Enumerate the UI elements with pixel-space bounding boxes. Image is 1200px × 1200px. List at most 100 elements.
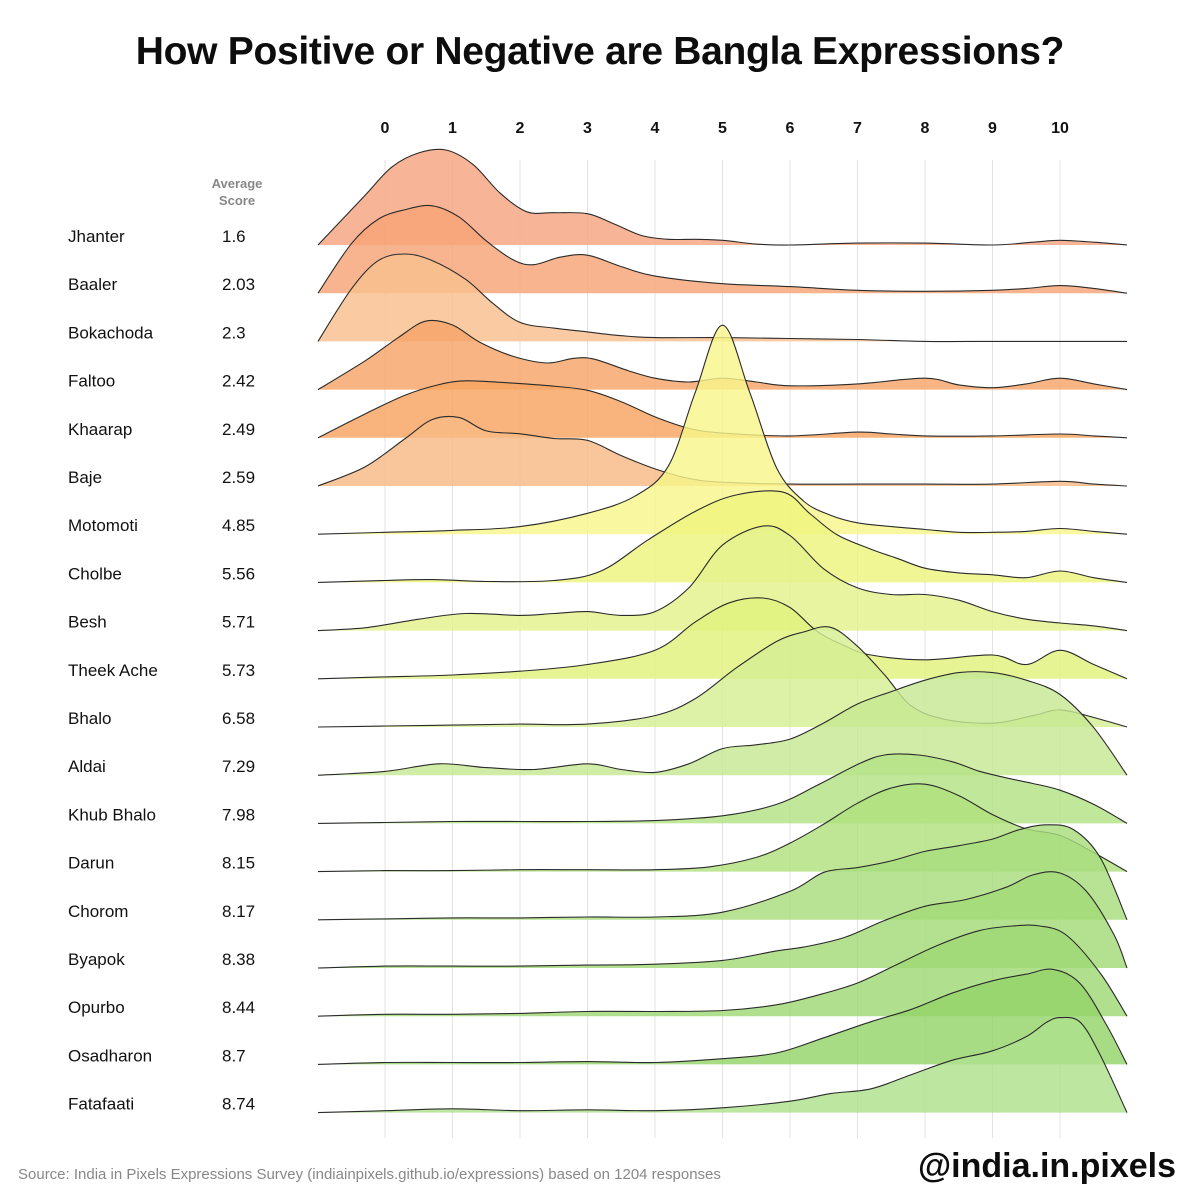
average-score: 2.03	[222, 275, 255, 294]
ridge-area	[318, 320, 1127, 390]
ridge-area	[318, 525, 1127, 631]
expression-label: Aldai	[68, 757, 106, 776]
ridges	[317, 148, 1128, 1114]
ridge-baaler	[317, 204, 1128, 294]
ridge-line	[317, 924, 1128, 1017]
average-score: 5.56	[222, 564, 255, 583]
ridge-area	[318, 1017, 1127, 1113]
expression-label: Baaler	[68, 275, 117, 294]
ridge-osadharon	[317, 968, 1128, 1065]
x-tick-label: 8	[921, 120, 930, 137]
average-score: 2.42	[222, 372, 255, 391]
ridge-line	[317, 380, 1128, 439]
ridge-line	[317, 753, 1128, 824]
x-tick-label: 2	[516, 120, 525, 137]
average-score: 6.58	[222, 709, 255, 728]
expression-label: Chorom	[68, 902, 128, 921]
expression-label: Bhalo	[68, 709, 111, 728]
expression-label: Darun	[68, 854, 114, 873]
ridge-line	[317, 871, 1128, 969]
expression-label: Bokachoda	[68, 323, 154, 342]
average-score: 2.59	[222, 468, 255, 487]
ridge-area	[318, 254, 1127, 342]
expression-label: Opurbo	[68, 998, 125, 1017]
ridge-baje	[317, 415, 1128, 487]
ridge-line	[317, 253, 1128, 343]
x-tick-label: 9	[988, 120, 997, 137]
ridge-area	[318, 149, 1127, 246]
ridge-line	[317, 824, 1128, 921]
ridge-khaarap	[317, 380, 1128, 439]
average-score: 1.6	[222, 227, 246, 246]
average-score: 5.71	[222, 613, 255, 632]
average-score: 4.85	[222, 516, 255, 535]
ridge-area	[318, 380, 1127, 438]
expression-label: Besh	[68, 613, 107, 632]
average-score: 2.3	[222, 323, 246, 342]
ridge-opurbo	[317, 924, 1128, 1017]
ridge-line	[317, 204, 1128, 294]
x-tick-label: 6	[786, 120, 795, 137]
average-score: 5.73	[222, 661, 255, 680]
source-note: Source: India in Pixels Expressions Surv…	[18, 1166, 721, 1183]
ridge-faltoo	[317, 319, 1128, 391]
ridge-motomoti	[317, 324, 1128, 535]
expression-label: Motomoti	[68, 516, 138, 535]
ridge-area	[318, 871, 1127, 968]
expression-label: Cholbe	[68, 564, 122, 583]
average-score: 8.15	[222, 854, 255, 873]
ridge-line	[317, 1016, 1128, 1114]
ridge-fatafaati	[317, 1016, 1128, 1114]
average-score: 8.44	[222, 998, 255, 1017]
ridge-area	[318, 824, 1127, 920]
average-score: 8.7	[222, 1046, 246, 1065]
average-score: 7.98	[222, 805, 255, 824]
author-handle: @india.in.pixels	[918, 1147, 1176, 1185]
ridge-line	[317, 319, 1128, 391]
expression-label: Theek Ache	[68, 661, 158, 680]
ridge-jhanter	[317, 148, 1128, 246]
ridge-line	[317, 597, 1128, 680]
ridge-area	[318, 925, 1127, 1017]
x-axis-ticks: 0 1 2 3 4 5 6 7 8 9 10	[381, 120, 1069, 137]
average-score: 8.17	[222, 902, 255, 921]
ridge-area	[318, 205, 1127, 294]
ridge-bokachoda	[317, 253, 1128, 343]
expression-label: Faltoo	[68, 372, 115, 391]
ridge-theek-ache	[317, 597, 1128, 680]
ridge-line	[317, 525, 1128, 632]
row-labels: Jhanter 1.6 Baaler 2.03 Bokachoda 2.3 Faltoo 2.…	[68, 227, 255, 1114]
ridge-area	[318, 969, 1127, 1065]
expression-label: Khaarap	[68, 420, 132, 439]
ridge-line	[317, 968, 1128, 1065]
ridge-area	[318, 490, 1127, 583]
x-tick-label: 0	[381, 120, 390, 137]
expression-label: Khub Bhalo	[68, 805, 156, 824]
ridge-besh	[317, 525, 1128, 632]
average-score: 7.29	[222, 757, 255, 776]
expression-label: Fatafaati	[68, 1095, 134, 1114]
ridge-byapok	[317, 871, 1128, 969]
x-tick-label: 3	[583, 120, 592, 137]
expression-label: Byapok	[68, 950, 125, 969]
ridge-aldai	[317, 671, 1128, 776]
x-tick-label: 7	[853, 120, 862, 137]
average-score: 8.74	[222, 1095, 255, 1114]
chart-title: How Positive or Negative are Bangla Expr…	[135, 30, 1065, 73]
ridge-cholbe	[317, 490, 1128, 583]
expression-label: Jhanter	[68, 227, 125, 246]
score-header-line: Score	[219, 193, 255, 208]
ridge-chorom	[317, 824, 1128, 921]
ridge-line	[317, 324, 1128, 535]
ridge-area	[318, 325, 1127, 535]
ridge-area	[318, 671, 1127, 776]
ridge-line	[317, 490, 1128, 583]
average-score: 8.38	[222, 950, 255, 969]
average-score: 2.49	[222, 420, 255, 439]
ridge-area	[318, 597, 1127, 679]
x-tick-label: 4	[651, 120, 660, 137]
ridge-line	[317, 415, 1128, 487]
x-tick-label: 1	[448, 120, 457, 137]
expression-label: Osadharon	[68, 1046, 152, 1065]
